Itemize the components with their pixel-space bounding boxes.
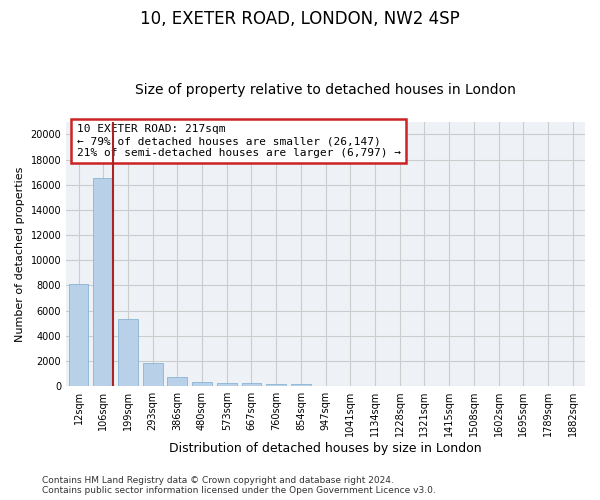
X-axis label: Distribution of detached houses by size in London: Distribution of detached houses by size … (169, 442, 482, 455)
Title: Size of property relative to detached houses in London: Size of property relative to detached ho… (135, 83, 516, 97)
Bar (192, 382, 212, 386)
Bar (266, 384, 286, 386)
Text: 10 EXETER ROAD: 217sqm
← 79% of detached houses are smaller (26,147)
21% of semi: 10 EXETER ROAD: 217sqm ← 79% of detached… (77, 124, 401, 158)
Bar (94, 178, 113, 386)
Bar (291, 384, 311, 386)
Bar (242, 384, 262, 386)
Bar (68, 284, 88, 386)
Bar (118, 320, 138, 386)
Y-axis label: Number of detached properties: Number of detached properties (15, 166, 25, 342)
Text: 10, EXETER ROAD, LONDON, NW2 4SP: 10, EXETER ROAD, LONDON, NW2 4SP (140, 10, 460, 28)
Bar (143, 363, 163, 386)
Bar (167, 378, 187, 386)
Bar (217, 382, 236, 386)
Text: Contains HM Land Registry data © Crown copyright and database right 2024.
Contai: Contains HM Land Registry data © Crown c… (42, 476, 436, 495)
